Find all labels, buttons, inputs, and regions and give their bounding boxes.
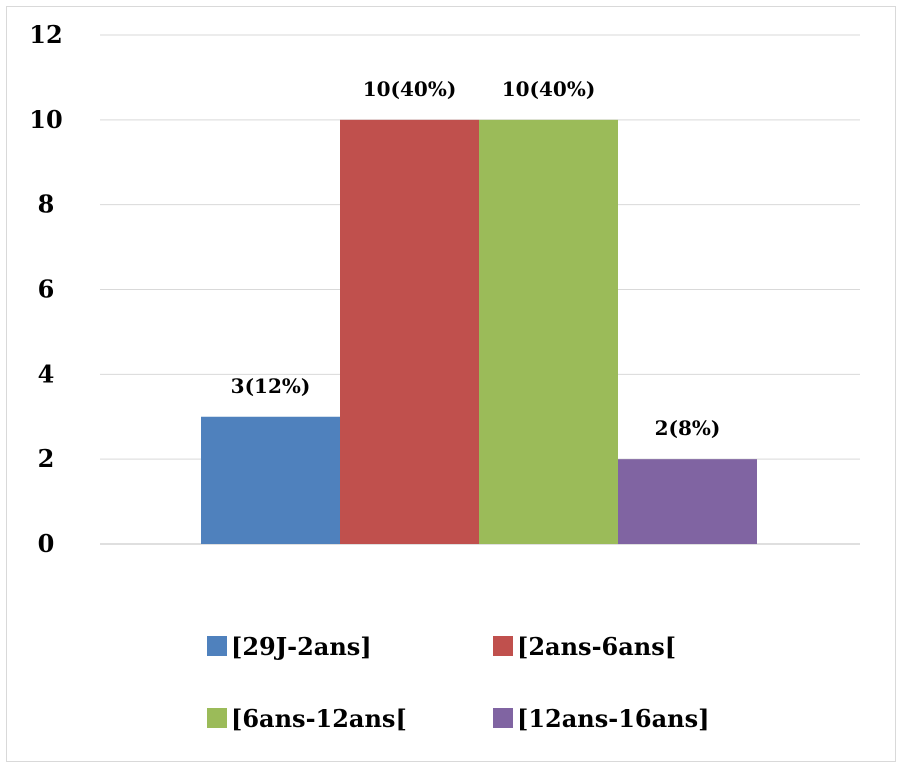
y-tick-label: 4 xyxy=(38,359,55,388)
legend: [29J-2ans] [2ans-6ans[ [6ans-12ans[ [12ans-… xyxy=(207,632,710,733)
data-label: 10(40%) xyxy=(363,77,457,101)
y-axis-ticks: 0 2 4 6 8 10 12 xyxy=(29,20,62,558)
legend-swatch xyxy=(207,708,227,728)
bars xyxy=(201,119,757,544)
y-tick-label: 12 xyxy=(29,20,62,49)
legend-item: [29J-2ans] xyxy=(207,632,372,661)
y-tick-label: 10 xyxy=(29,105,62,134)
y-tick-label: 6 xyxy=(38,275,55,304)
legend-swatch xyxy=(493,636,513,656)
data-label: 10(40%) xyxy=(502,77,596,101)
legend-label: [12ans-16ans] xyxy=(517,704,710,733)
data-label: 2(8%) xyxy=(655,416,721,440)
y-tick-label: 0 xyxy=(38,529,55,558)
bar xyxy=(618,459,757,544)
legend-label: [29J-2ans] xyxy=(231,632,372,661)
data-label: 3(12%) xyxy=(231,374,311,398)
legend-swatch xyxy=(207,636,227,656)
legend-item: [2ans-6ans[ xyxy=(493,632,676,661)
bar xyxy=(340,119,479,544)
y-tick-label: 2 xyxy=(38,444,55,473)
legend-item: [6ans-12ans[ xyxy=(207,704,407,733)
legend-label: [6ans-12ans[ xyxy=(231,704,407,733)
data-labels: 3(12%) 10(40%) 10(40%) 2(8%) xyxy=(231,77,721,440)
bar xyxy=(201,416,340,544)
y-tick-label: 8 xyxy=(38,190,55,219)
bar xyxy=(479,119,618,544)
legend-swatch xyxy=(493,708,513,728)
legend-item: [12ans-16ans] xyxy=(493,704,710,733)
legend-label: [2ans-6ans[ xyxy=(517,632,676,661)
